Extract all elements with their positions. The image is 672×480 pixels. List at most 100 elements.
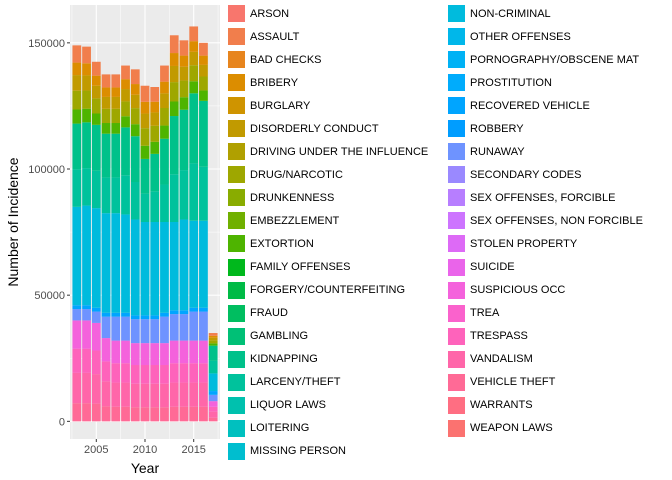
legend-item: NON-CRIMINAL: [448, 2, 643, 25]
bar-segment: [150, 365, 160, 384]
legend-swatch: [228, 212, 245, 230]
bar-segment: [199, 42, 208, 56]
legend-swatch: [228, 166, 245, 184]
bar-segment: [150, 191, 160, 222]
bar-segment: [140, 222, 150, 316]
bar-segment: [189, 340, 199, 364]
bar-segment: [121, 116, 130, 128]
legend-item: GAMBLING: [228, 325, 428, 348]
bar-segment: [91, 124, 101, 171]
bar-segment: [130, 94, 140, 109]
bar-segment: [150, 125, 160, 142]
bar-segment: [169, 363, 179, 383]
bar-segment: [140, 145, 150, 159]
bar-segment: [121, 101, 130, 117]
bar-segment: [199, 76, 208, 91]
bar-segment: [130, 84, 140, 95]
bar-segment: [169, 174, 179, 222]
legend-label: RECOVERED VEHICLE: [470, 99, 590, 112]
bar-segment: [101, 123, 111, 134]
bar-segment: [121, 214, 130, 313]
legend-key: [228, 120, 245, 138]
legend-item: FORGERY/COUNTERFEITING: [228, 279, 428, 302]
bar-segment: [160, 65, 169, 82]
bar-segment: [169, 310, 179, 315]
legend-swatch: [448, 74, 465, 92]
bar-segment: [199, 382, 208, 407]
legend-label: WARRANTS: [470, 399, 533, 412]
bar-segment: [72, 62, 82, 76]
bar-segment: [160, 93, 169, 108]
bar-segment: [101, 74, 111, 88]
bar-segment: [179, 170, 189, 220]
legend-swatch: [448, 304, 465, 322]
bar-segment: [189, 220, 199, 308]
bar-segment: [101, 381, 111, 407]
bar-segment: [111, 382, 121, 407]
legend-swatch: [228, 28, 245, 46]
legend-key: [448, 189, 465, 207]
legend-item: BRIBERY: [228, 71, 428, 94]
legend-item: WARRANTS: [448, 394, 643, 417]
bar-segment: [160, 312, 169, 317]
legend-item: ROBBERY: [448, 117, 643, 140]
bar-segment: [111, 133, 121, 178]
bar-segment: [169, 65, 179, 83]
bar-segment: [140, 158, 150, 194]
bar-segment: [160, 81, 169, 94]
bar-segment: [160, 222, 169, 313]
legend-item: BURGLARY: [228, 94, 428, 117]
legend-label: SUICIDE: [470, 261, 515, 274]
bar-segment: [130, 383, 140, 408]
bar-segment: [160, 316, 169, 344]
bar-segment: [82, 122, 91, 169]
bar-segment: [208, 360, 218, 374]
bar-segment: [199, 307, 208, 312]
legend-key: [228, 166, 245, 184]
legend-label: LARCENY/THEFT: [250, 376, 341, 389]
bar-segment: [121, 312, 130, 317]
bar-segment: [150, 407, 160, 422]
x-axis-title: Year: [131, 460, 160, 476]
bar-segment: [130, 343, 140, 366]
legend-key: [228, 143, 245, 161]
bar-segment: [199, 363, 208, 383]
bar-segment: [208, 343, 218, 346]
legend-key: [228, 74, 245, 92]
legend-key: [228, 419, 245, 437]
bar-segment: [208, 406, 218, 412]
bar-segment: [111, 177, 121, 214]
bar-segment: [160, 365, 169, 384]
legend-label: SUSPICIOUS OCC: [470, 284, 566, 297]
legend-swatch: [228, 235, 245, 253]
bar-segment: [189, 163, 199, 221]
bar-segment: [121, 406, 130, 422]
bar-segment: [72, 169, 82, 207]
legend-key: [228, 442, 245, 460]
legend-swatch: [228, 97, 245, 115]
bar-segment: [91, 374, 101, 404]
bar-segment: [72, 45, 82, 63]
legend-label: EXTORTION: [250, 237, 314, 250]
legend-key: [228, 304, 245, 322]
bar-segment: [199, 220, 208, 308]
bar-segment: [140, 319, 150, 344]
legend-swatch: [448, 166, 465, 184]
bar-segment: [208, 337, 218, 341]
bar-segment: [208, 345, 218, 361]
legend-label: TREA: [470, 307, 500, 320]
bar-segment: [101, 312, 111, 317]
legend-swatch: [228, 373, 245, 391]
legend-label: TRESPASS: [470, 330, 528, 343]
bar-segment: [199, 64, 208, 77]
bar-segment: [150, 101, 160, 113]
bar-segment: [82, 46, 91, 64]
legend-label: ROBBERY: [470, 122, 524, 135]
legend-label: BRIBERY: [250, 76, 299, 89]
legend-label: SEX OFFENSES, FORCIBLE: [470, 191, 616, 204]
legend-label: BURGLARY: [250, 99, 311, 112]
bar-segment: [91, 311, 101, 323]
bar-segment: [160, 383, 169, 408]
bar-segment: [169, 53, 179, 66]
legend-swatch: [228, 442, 245, 460]
